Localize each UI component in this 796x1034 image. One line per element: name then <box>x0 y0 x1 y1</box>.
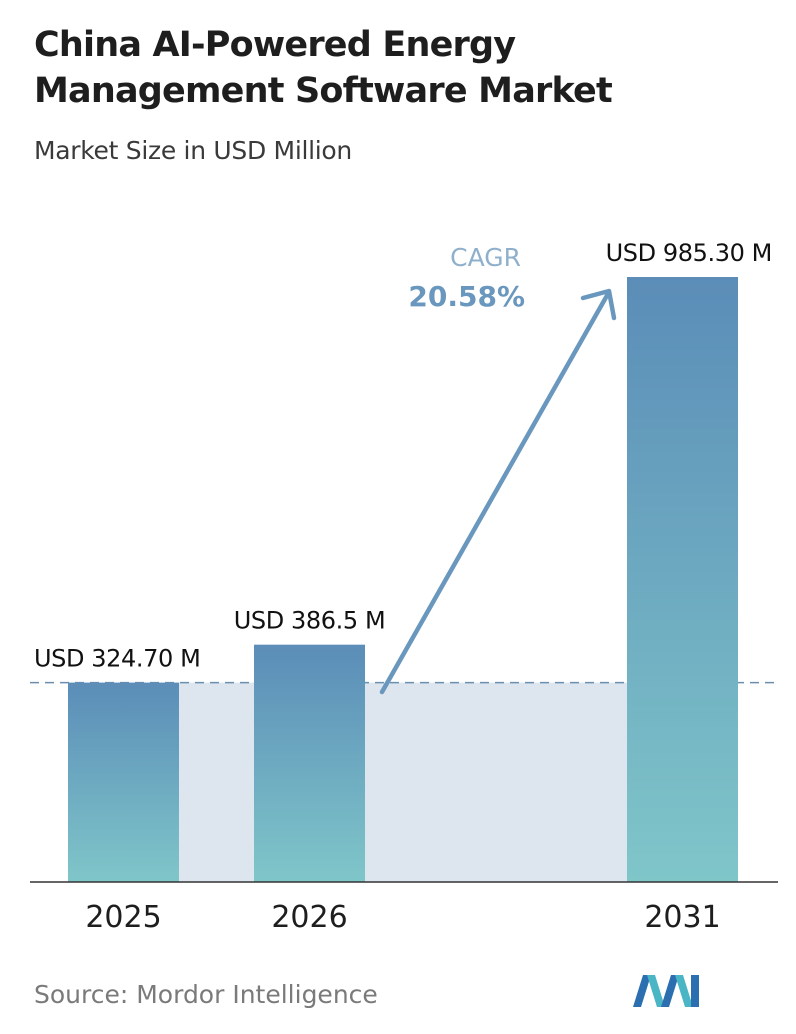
cagr-value: 20.58% <box>408 280 525 313</box>
value-label-2031: USD 985.30 M <box>606 239 772 267</box>
bar-2025 <box>68 682 179 882</box>
bar-2026 <box>254 644 365 882</box>
cagr-arrow-head <box>580 288 617 321</box>
bar-chart: USD 324.70 M 2025 USD 386.5 M 2026 USD 985.3… <box>30 239 778 935</box>
cagr-arrow <box>379 289 612 695</box>
tick-label-2031: 2031 <box>644 900 720 935</box>
value-label-2025: USD 324.70 M <box>34 645 200 673</box>
tick-label-2026: 2026 <box>271 900 347 935</box>
mordor-intelligence-logo <box>633 975 699 1007</box>
reference-band <box>68 682 738 882</box>
tick-label-2025: 2025 <box>85 900 161 935</box>
chart-title: China AI-Powered Energy Management Softw… <box>34 25 613 111</box>
bar-2031 <box>627 277 738 882</box>
source-note: Source: Mordor Intelligence <box>34 980 378 1009</box>
cagr-label: CAGR <box>450 243 521 272</box>
chart-subtitle: Market Size in USD Million <box>34 136 352 165</box>
value-label-2026: USD 386.5 M <box>234 607 386 635</box>
